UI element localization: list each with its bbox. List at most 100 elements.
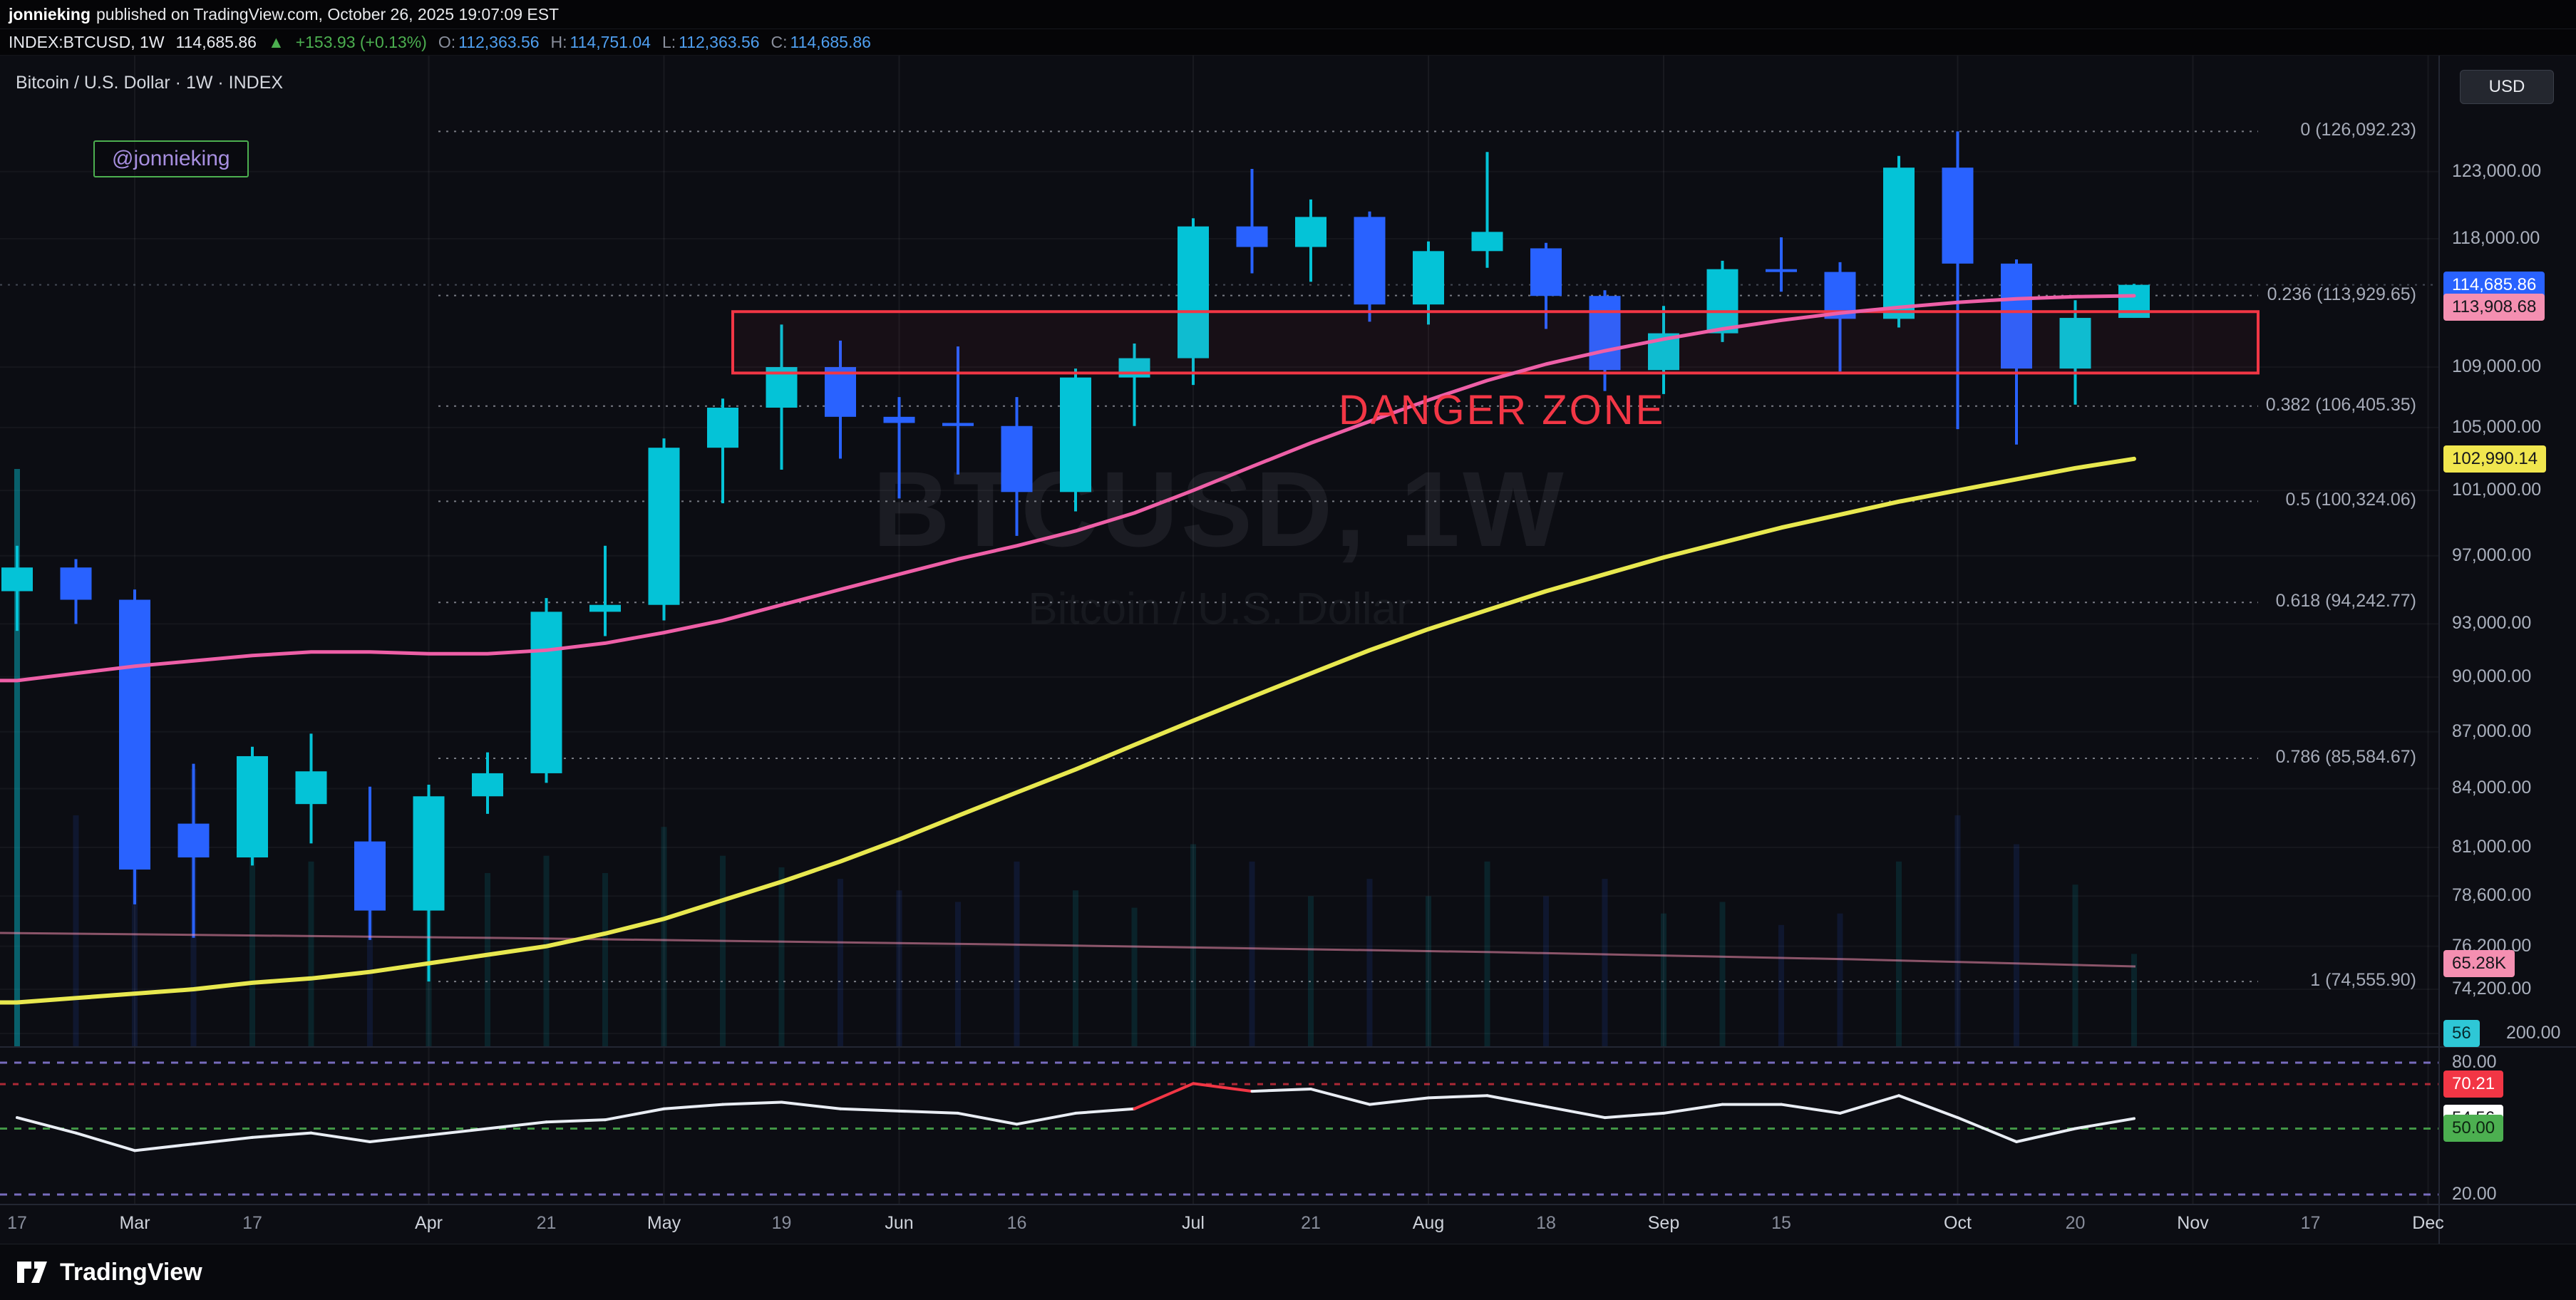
rsi-curve-segment <box>133 1142 195 1152</box>
tradingview-brand-link[interactable]: TradingView <box>16 1259 202 1286</box>
volume-bar <box>14 469 20 1046</box>
candle-body <box>1060 377 1091 492</box>
volume-bar <box>2131 954 2137 1046</box>
candle-body <box>1236 226 1268 247</box>
candle-body <box>1942 167 1974 264</box>
candle-body <box>1178 226 1209 358</box>
volume-bar <box>1426 896 1431 1046</box>
ticker-change: +153.93 (+0.13%) <box>295 32 427 51</box>
candle-body <box>354 841 386 911</box>
candle-body <box>1471 232 1503 252</box>
volume-bar <box>1073 890 1078 1046</box>
candle-body <box>1 567 33 592</box>
candle-body <box>1354 217 1386 305</box>
candle-body <box>472 773 503 797</box>
rsi-curve-segment <box>604 1107 666 1122</box>
volume-bar <box>1249 861 1255 1046</box>
rsi-curve-segment <box>897 1109 959 1115</box>
high-label: H: <box>550 32 567 51</box>
rsi-curve-segment <box>1956 1116 2018 1143</box>
publish-info-bar: jonnieking published on TradingView.com,… <box>0 0 2576 29</box>
volume-bar <box>720 855 726 1046</box>
ticker-last-price: 114,685.86 <box>175 32 257 51</box>
candle-body <box>942 423 974 426</box>
candle-body <box>883 416 915 423</box>
candle-body <box>825 367 856 417</box>
rsi-curve-segment <box>1133 1082 1195 1110</box>
volume-bar <box>1778 924 1784 1046</box>
volume-bar <box>1719 902 1726 1046</box>
rsi-curve-segment <box>1309 1087 1371 1106</box>
ohlc-low: L: 112,363.56 <box>662 33 760 52</box>
rsi-curve-segment <box>1015 1111 1077 1126</box>
low-value: 112,363.56 <box>679 32 760 51</box>
rsi-curve-segment <box>1662 1103 1724 1115</box>
secondary-ma-line <box>0 932 2136 968</box>
volume-bar <box>1837 913 1843 1046</box>
rsi-curve-segment <box>2015 1127 2077 1143</box>
currency-toggle-button[interactable]: USD <box>2460 70 2554 104</box>
volume-bar <box>367 844 373 1046</box>
candle-body <box>1706 269 1738 334</box>
volume-bar <box>778 867 785 1046</box>
candle-body <box>1001 425 1033 492</box>
rsi-curve-segment <box>662 1103 724 1110</box>
ticker-symbol: INDEX:BTCUSD, 1W <box>9 32 165 51</box>
rsi-curve-segment <box>2073 1117 2135 1130</box>
rsi-curve-segment <box>1427 1094 1489 1100</box>
danger-zone-label: DANGER ZONE <box>1339 387 1666 433</box>
rsi-curve-segment <box>1780 1103 1842 1115</box>
volume-bar <box>1896 861 1902 1046</box>
volume-bar <box>1366 879 1373 1046</box>
volume-bar <box>896 890 902 1046</box>
low-label: L: <box>661 32 676 51</box>
author-handle-badge: @jonnieking <box>93 140 249 177</box>
volume-bar <box>543 855 550 1046</box>
candle-body <box>1295 217 1326 247</box>
tradingview-logo-icon <box>17 1262 47 1283</box>
rsi-curve-segment <box>1897 1094 1959 1120</box>
candle-body <box>648 448 680 605</box>
rsi-curve-segment <box>192 1135 254 1146</box>
candle-body <box>413 796 445 911</box>
fast-ma-line <box>0 294 2136 683</box>
candle-body <box>177 823 210 858</box>
ohlc-high: H: 114,751.04 <box>551 33 651 52</box>
slow-ma-line <box>0 456 2136 1005</box>
rsi-curve-segment <box>74 1131 136 1152</box>
volume-bar <box>1014 861 1020 1046</box>
rsi-curve-segment <box>309 1131 371 1143</box>
candle-body <box>707 407 738 448</box>
rsi-curve-segment <box>1603 1111 1665 1120</box>
volume-bar <box>1543 896 1549 1046</box>
rsi-curve-segment <box>957 1111 1019 1126</box>
ticker-bar: INDEX:BTCUSD, 1W 114,685.86 ▲ +153.93 (+… <box>0 29 2576 56</box>
candle-body <box>2059 318 2091 369</box>
volume-bar <box>308 861 314 1046</box>
volume-bar <box>1661 913 1666 1046</box>
footer-bar: TradingView <box>0 1244 2576 1300</box>
rsi-curve-segment <box>1485 1094 1547 1108</box>
candle-body <box>1530 248 1562 296</box>
candle-body <box>1883 167 1915 319</box>
volume-bar <box>1484 861 1490 1046</box>
open-value: 112,363.56 <box>458 32 540 51</box>
ohlc-open: O: 112,363.56 <box>438 33 540 52</box>
danger-zone-box <box>731 310 2260 375</box>
candle-body <box>1589 296 1621 371</box>
rsi-curve-segment <box>1545 1105 1607 1120</box>
rsi-curve-segment <box>486 1120 548 1130</box>
volume-bar <box>1602 879 1608 1046</box>
rsi-curve-segment <box>1368 1096 1430 1106</box>
volume-bar <box>1954 815 1961 1046</box>
chart-legend: Bitcoin / U.S. Dollar · 1W · INDEX <box>16 73 284 93</box>
candle-body <box>60 567 92 600</box>
close-value: 114,685.86 <box>790 32 871 51</box>
volume-bar <box>1131 907 1138 1046</box>
rsi-curve-segment <box>16 1116 78 1135</box>
candle-body <box>119 599 150 870</box>
candle-body <box>1766 269 1797 272</box>
